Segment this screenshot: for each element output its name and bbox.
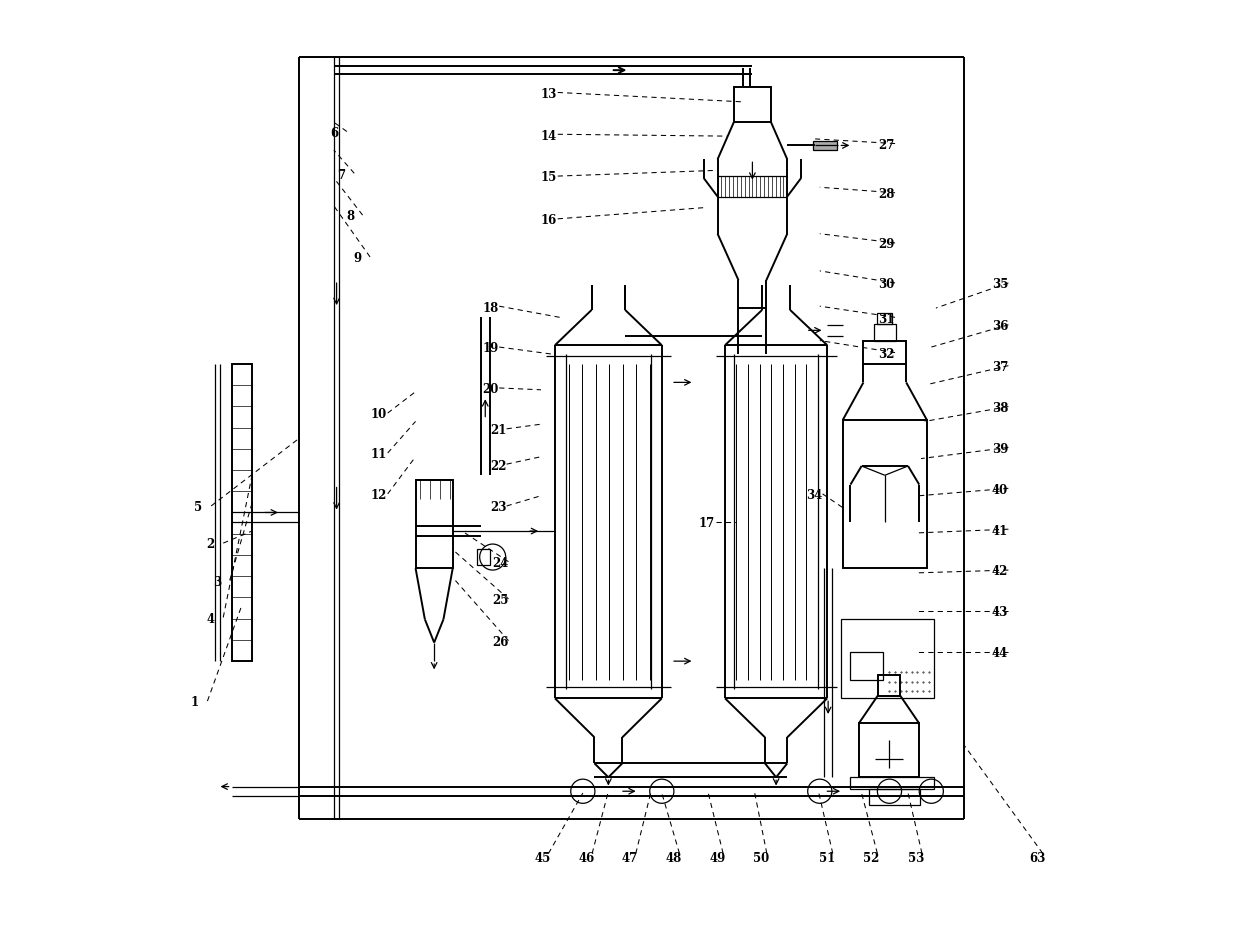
Text: 49: 49 (709, 852, 725, 865)
Text: 6: 6 (330, 127, 339, 140)
Text: 46: 46 (578, 852, 594, 865)
Text: 37: 37 (992, 361, 1008, 374)
Text: 11: 11 (371, 448, 387, 461)
Text: 31: 31 (878, 312, 895, 325)
Text: 35: 35 (992, 279, 1008, 292)
Text: 51: 51 (818, 852, 835, 865)
Text: 30: 30 (878, 279, 895, 292)
Text: 39: 39 (992, 443, 1008, 456)
Text: 38: 38 (992, 402, 1008, 415)
Bar (878, 675, 900, 695)
Text: 22: 22 (490, 459, 506, 473)
Text: 15: 15 (541, 171, 557, 185)
Text: 42: 42 (992, 566, 1008, 579)
Text: 5: 5 (195, 501, 202, 514)
Text: 19: 19 (482, 342, 498, 355)
Text: 2: 2 (207, 539, 215, 552)
Text: 20: 20 (482, 383, 498, 396)
Text: 32: 32 (878, 348, 895, 361)
Text: 25: 25 (492, 595, 508, 608)
Text: 24: 24 (492, 557, 508, 570)
Bar (878, 312, 893, 323)
Text: 18: 18 (482, 302, 498, 314)
Bar (859, 723, 919, 777)
Bar (869, 789, 920, 805)
Bar (851, 651, 883, 679)
Text: 23: 23 (490, 501, 506, 514)
Text: 4: 4 (207, 613, 215, 625)
Text: 63: 63 (1029, 852, 1045, 865)
Text: 12: 12 (371, 489, 387, 502)
Bar (232, 363, 252, 661)
Text: 40: 40 (992, 484, 1008, 497)
Text: 10: 10 (371, 408, 387, 421)
Bar (415, 480, 453, 569)
Text: 36: 36 (992, 320, 1008, 333)
Text: 9: 9 (353, 253, 361, 266)
Text: 52: 52 (863, 852, 880, 865)
Bar (734, 87, 771, 122)
Text: 34: 34 (806, 489, 822, 502)
Text: 3: 3 (213, 576, 221, 589)
Text: 41: 41 (992, 525, 1008, 538)
Text: 27: 27 (878, 139, 895, 152)
Text: 28: 28 (878, 188, 895, 201)
Text: 14: 14 (541, 130, 557, 143)
Text: 44: 44 (992, 647, 1008, 660)
Text: 43: 43 (992, 607, 1008, 620)
Text: 26: 26 (492, 636, 508, 649)
Text: 16: 16 (541, 214, 557, 227)
Bar (851, 777, 934, 789)
Text: 47: 47 (621, 852, 639, 865)
Bar (863, 340, 906, 363)
Text: 8: 8 (346, 211, 353, 224)
Bar (874, 323, 897, 340)
Text: 7: 7 (337, 169, 346, 182)
Text: 50: 50 (753, 852, 769, 865)
Text: 29: 29 (878, 239, 895, 252)
Text: 53: 53 (908, 852, 925, 865)
Text: 17: 17 (699, 517, 715, 530)
Text: 21: 21 (490, 424, 506, 437)
Text: 48: 48 (666, 852, 682, 865)
Text: 13: 13 (541, 88, 558, 101)
Bar (843, 419, 926, 569)
Text: 45: 45 (534, 852, 551, 865)
Bar (841, 620, 934, 698)
Bar (813, 141, 837, 150)
Text: 1: 1 (191, 696, 198, 709)
Bar (477, 549, 490, 566)
